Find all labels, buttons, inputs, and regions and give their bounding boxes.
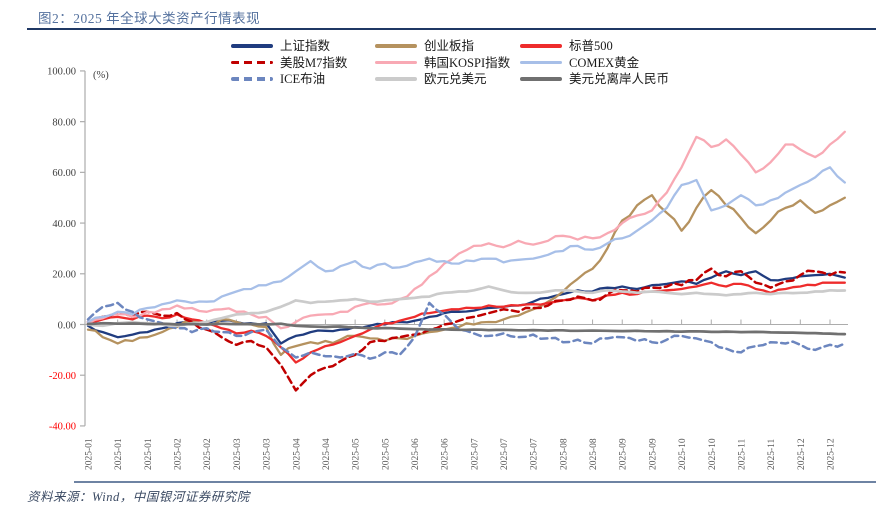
x-tick-label: 2025-12 bbox=[797, 438, 807, 470]
x-tick-label: 2025-01 bbox=[85, 438, 95, 470]
legend-line-swatch-chinext bbox=[375, 44, 417, 48]
x-tick-label: 2025-11 bbox=[737, 438, 747, 470]
series-line-usdcnh bbox=[86, 321, 847, 336]
source-divider bbox=[74, 481, 876, 483]
legend-label: 美元兑离岸人民币 bbox=[569, 72, 670, 86]
legend-item-shanghai: 上证指数 bbox=[231, 40, 375, 52]
legend-item-usdcnh: 美元兑离岸人民币 bbox=[520, 73, 669, 85]
y-tick-label: 20.00 bbox=[52, 270, 76, 281]
figure-title: 图2：2025 年全球大类资产行情表现 bbox=[38, 11, 261, 26]
legend-item-gold: COMEX黄金 bbox=[520, 55, 669, 70]
legend-item-brent: ICE布油 bbox=[231, 73, 375, 85]
legend-label: ICE布油 bbox=[280, 72, 326, 86]
title-divider bbox=[27, 28, 876, 30]
series-line-gold bbox=[86, 166, 846, 324]
x-tick-label: 2025-09 bbox=[648, 438, 658, 470]
x-tick-label: 2025-06 bbox=[411, 438, 421, 470]
y-tick-label: 100.00 bbox=[47, 67, 76, 78]
x-tick-label: 2025-04 bbox=[322, 438, 332, 470]
x-tick-label: 2025-10 bbox=[678, 438, 688, 470]
y-tick-label: 40.00 bbox=[52, 219, 76, 230]
y-tick-label: -20.00 bbox=[49, 371, 76, 382]
x-tick-label: 2025-02 bbox=[174, 438, 184, 470]
series-line-eurusd bbox=[86, 285, 847, 328]
y-tick-label: -40.00 bbox=[49, 422, 76, 433]
chart-legend: 上证指数 创业板指 标普500 美股M7指数 韩国KOSPI指数 COMEX黄金 ICE布油… bbox=[231, 40, 669, 85]
x-tick-label: 2025-07 bbox=[470, 438, 480, 470]
source-note: 资料来源：Wind，中国银河证券研究院 bbox=[27, 490, 250, 504]
legend-label: COMEX黄金 bbox=[569, 55, 640, 70]
legend-item-sp500: 标普500 bbox=[520, 40, 669, 52]
legend-line-swatch-kospi bbox=[375, 60, 417, 65]
series-line-m7 bbox=[86, 267, 847, 392]
legend-item-m7: 美股M7指数 bbox=[231, 55, 375, 70]
x-tick-label: 2025-07 bbox=[530, 438, 540, 470]
x-tick-label: 2025-03 bbox=[263, 438, 273, 470]
legend-line-swatch-shanghai bbox=[231, 44, 273, 48]
x-tick-label: 2025-05 bbox=[352, 438, 362, 470]
legend-item-eurusd: 欧元兑美元 bbox=[375, 73, 520, 85]
series-line-kospi bbox=[86, 130, 846, 330]
legend-label: 上证指数 bbox=[280, 39, 331, 53]
x-tick-label: 2025-12 bbox=[827, 438, 837, 470]
x-tick-label: 2025-08 bbox=[559, 438, 569, 470]
x-tick-label: 2025-05 bbox=[381, 438, 391, 470]
legend-line-swatch-sp500 bbox=[520, 44, 562, 48]
legend-label: 欧元兑美元 bbox=[424, 72, 487, 86]
legend-label: 标普500 bbox=[569, 39, 613, 53]
legend-label: 韩国KOSPI指数 bbox=[424, 55, 511, 70]
x-tick-label: 2025-02 bbox=[203, 438, 213, 470]
x-tick-label: 2025-01 bbox=[144, 438, 154, 470]
legend-line-swatch-usdcnh bbox=[520, 77, 562, 81]
x-tick-label: 2025-07 bbox=[500, 438, 510, 470]
x-tick-label: 2025-04 bbox=[292, 438, 302, 470]
x-tick-label: 2025-06 bbox=[441, 438, 451, 470]
x-tick-label: 2025-09 bbox=[619, 438, 629, 470]
legend-item-chinext: 创业板指 bbox=[375, 40, 520, 52]
y-tick-label: 80.00 bbox=[52, 117, 76, 128]
y-tick-label: 0.00 bbox=[58, 320, 76, 331]
x-tick-label: 2025-08 bbox=[589, 438, 599, 470]
legend-line-swatch-m7 bbox=[231, 60, 273, 65]
legend-label: 美股M7指数 bbox=[280, 55, 348, 70]
y-axis-unit-label: (%) bbox=[93, 70, 109, 81]
x-tick-label: 2025-10 bbox=[708, 438, 718, 470]
legend-label: 创业板指 bbox=[424, 39, 475, 53]
legend-line-swatch-brent bbox=[231, 77, 273, 81]
legend-line-swatch-gold bbox=[520, 60, 562, 65]
x-tick-label: 2025-01 bbox=[114, 438, 124, 470]
legend-line-swatch-eurusd bbox=[375, 77, 417, 81]
y-tick-label: 60.00 bbox=[52, 168, 76, 179]
x-tick-label: 2025-11 bbox=[767, 438, 777, 470]
legend-item-kospi: 韩国KOSPI指数 bbox=[375, 55, 520, 70]
x-tick-label: 2025-03 bbox=[233, 438, 243, 470]
